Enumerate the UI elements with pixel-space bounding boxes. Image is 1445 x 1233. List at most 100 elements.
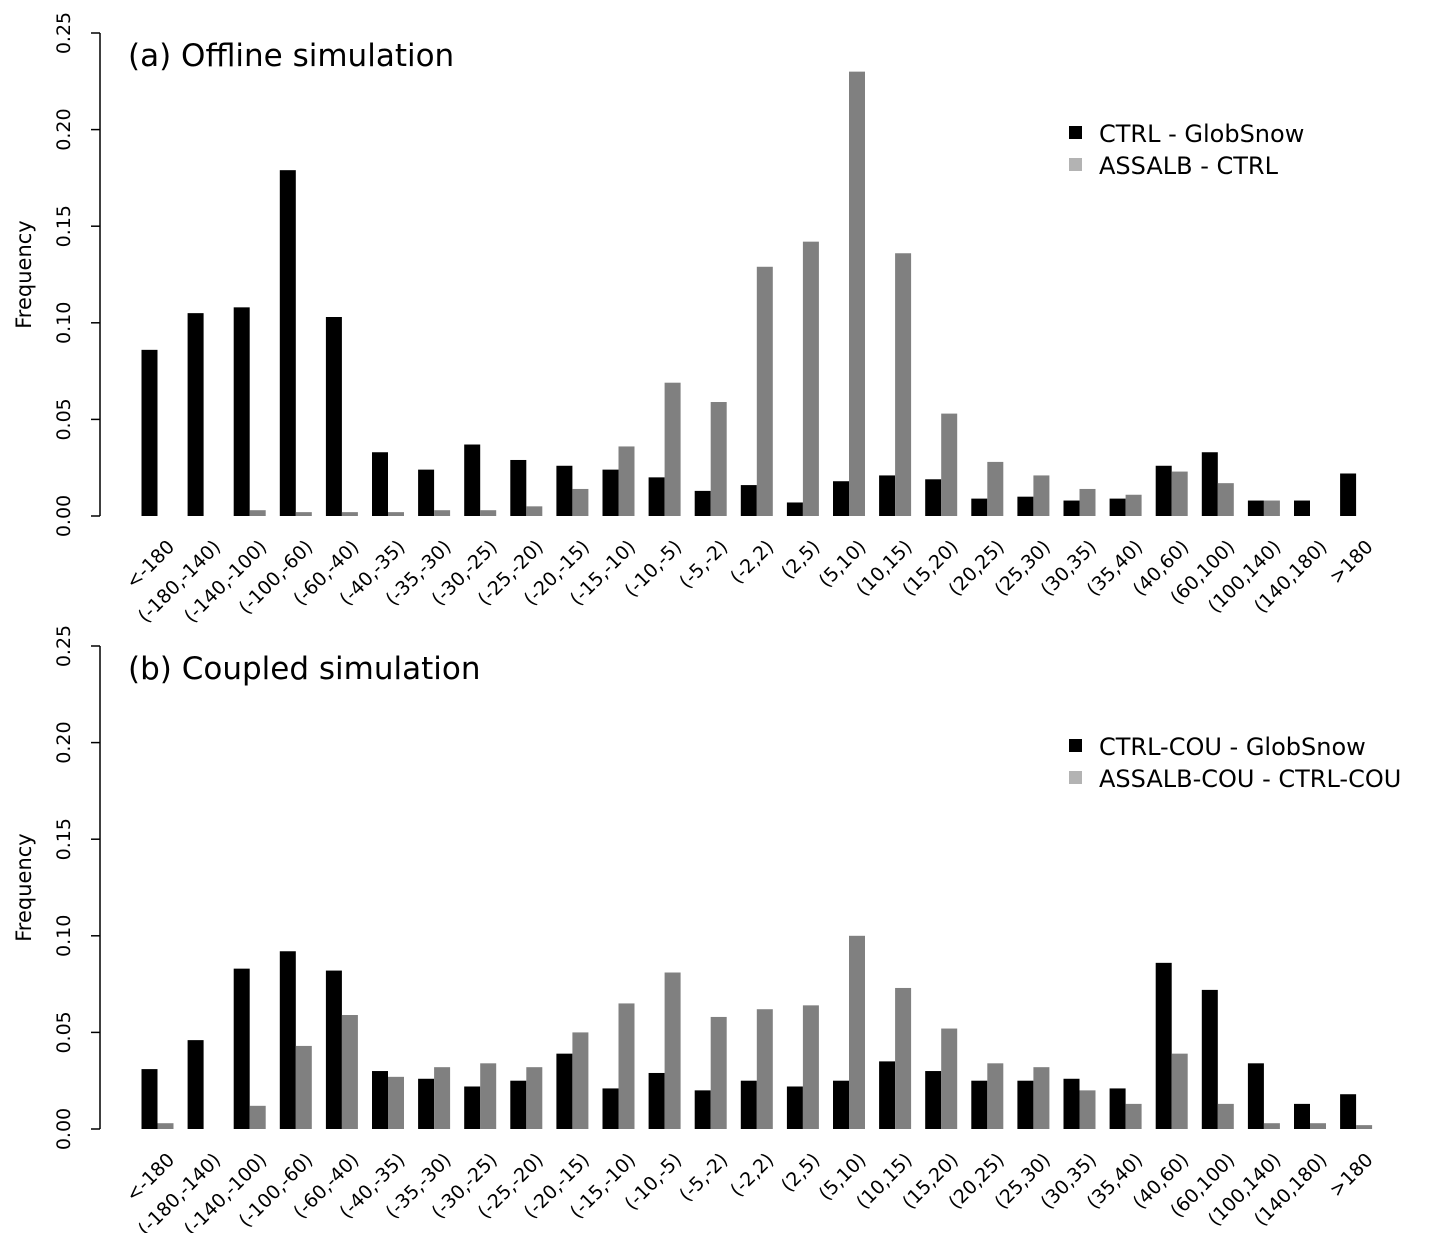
bar-series-1 bbox=[925, 479, 942, 516]
y-tick-label: 0.05 bbox=[53, 1011, 75, 1053]
y-tick-label: 0.00 bbox=[53, 1108, 75, 1150]
bar-series-1 bbox=[556, 465, 573, 516]
bar-series-2 bbox=[1217, 1103, 1234, 1129]
bar-series-2 bbox=[895, 253, 912, 517]
bar-series-2 bbox=[618, 1003, 635, 1129]
bar-series-1 bbox=[971, 498, 988, 516]
bar-series-2 bbox=[941, 413, 958, 516]
bar-series-1 bbox=[833, 1080, 849, 1129]
x-tick-label: (-2,2) bbox=[726, 536, 778, 588]
bar-series-1 bbox=[464, 444, 481, 516]
bar-series-2 bbox=[1171, 1053, 1188, 1129]
bar-series-1 bbox=[1017, 496, 1034, 516]
y-axis-label: Frequency bbox=[12, 220, 36, 329]
bar-series-1 bbox=[141, 349, 158, 516]
bar-series-2 bbox=[526, 1067, 543, 1129]
bar-series-1 bbox=[1340, 1094, 1357, 1129]
bar-series-1 bbox=[1294, 1103, 1310, 1129]
bar-series-2 bbox=[341, 1015, 358, 1129]
legend-swatch bbox=[1069, 126, 1082, 139]
y-tick-label: 0.15 bbox=[53, 205, 75, 247]
legend-swatch bbox=[1069, 739, 1082, 752]
bar-series-2 bbox=[295, 512, 312, 516]
bar-series-2 bbox=[618, 446, 635, 516]
bar-series-1 bbox=[1109, 1088, 1126, 1129]
bar-series-1 bbox=[648, 1072, 665, 1129]
bar-series-1 bbox=[648, 477, 665, 516]
bar-series-2 bbox=[1079, 1090, 1096, 1129]
bar-series-1 bbox=[1017, 1080, 1034, 1129]
bar-series-2 bbox=[1079, 488, 1096, 516]
bar-series-2 bbox=[434, 510, 451, 516]
x-tick-label: >180 bbox=[1325, 1149, 1377, 1201]
bar-series-2 bbox=[249, 510, 266, 516]
bar-series-1 bbox=[786, 1086, 803, 1129]
bar-series-2 bbox=[895, 987, 912, 1129]
panel-b-coupled-simulation: 0.00 0.05 0.10 0.15 0.20 0.25 Frequency (b) Cou… bbox=[12, 625, 1401, 1233]
bar-series-2 bbox=[480, 1063, 497, 1129]
bar-series-1 bbox=[1155, 962, 1172, 1129]
bar-series-2 bbox=[1033, 475, 1050, 516]
bar-series-2 bbox=[802, 1005, 819, 1129]
bar-series-2 bbox=[849, 935, 865, 1129]
chart-title: (a) Offline simulation bbox=[128, 38, 454, 74]
bar-series-2 bbox=[1217, 483, 1234, 516]
bar-series-1 bbox=[694, 1090, 711, 1129]
y-tick-label: 0.25 bbox=[53, 12, 75, 54]
bar-series-1 bbox=[1155, 465, 1172, 516]
bar-series-1 bbox=[279, 170, 296, 516]
bar-series-1 bbox=[602, 1088, 619, 1129]
bar-series-1 bbox=[1294, 500, 1310, 516]
bar-series-1 bbox=[786, 502, 803, 516]
bar-series-2 bbox=[480, 510, 497, 516]
bar-series-2 bbox=[1310, 1123, 1326, 1129]
bar-series-2 bbox=[849, 71, 865, 516]
bar-series-1 bbox=[464, 1086, 481, 1129]
bar-series-2 bbox=[434, 1067, 451, 1129]
bar-series-2 bbox=[710, 402, 727, 516]
bar-series-2 bbox=[249, 1105, 266, 1129]
bar-series-1 bbox=[279, 951, 296, 1129]
bar-series-2 bbox=[987, 461, 1004, 516]
legend-label: CTRL-COU - GlobSnow bbox=[1099, 733, 1366, 761]
legend-swatch bbox=[1069, 771, 1082, 784]
bar-series-2 bbox=[1125, 1103, 1142, 1129]
bar-series-2 bbox=[802, 241, 819, 516]
x-tick-label: >180 bbox=[1325, 536, 1377, 588]
bar-series-2 bbox=[572, 488, 589, 516]
bar-series-2 bbox=[664, 382, 681, 516]
bar-series-2 bbox=[987, 1063, 1004, 1129]
y-axis-label: Frequency bbox=[12, 833, 36, 942]
legend-label: ASSALB - CTRL bbox=[1099, 152, 1279, 180]
bar-series-1 bbox=[925, 1071, 942, 1129]
y-tick-label: 0.20 bbox=[53, 108, 75, 150]
bar-series-1 bbox=[510, 459, 527, 516]
bar-series-1 bbox=[510, 1080, 527, 1129]
bar-series-1 bbox=[325, 317, 342, 516]
bar-series-1 bbox=[1201, 452, 1218, 516]
bar-series-1 bbox=[1201, 989, 1218, 1129]
bar-series-1 bbox=[1109, 498, 1126, 516]
legend-swatch bbox=[1069, 158, 1082, 171]
y-tick-label: 0.20 bbox=[53, 721, 75, 763]
y-tick-label: 0.05 bbox=[53, 398, 75, 440]
legend-label: ASSALB-COU - CTRL-COU bbox=[1099, 765, 1401, 793]
x-tick-label: (-2,2) bbox=[726, 1149, 778, 1201]
bar-series-1 bbox=[602, 469, 619, 516]
bar-series-2 bbox=[1171, 471, 1188, 516]
bar-series-2 bbox=[388, 1076, 404, 1129]
bar-series-2 bbox=[295, 1045, 312, 1129]
bar-series-1 bbox=[879, 1061, 896, 1129]
bar-series-1 bbox=[556, 1053, 573, 1129]
bar-series-1 bbox=[1247, 500, 1264, 516]
y-tick-label: 0.10 bbox=[53, 302, 75, 344]
bar-series-1 bbox=[187, 313, 204, 516]
bar-series-1 bbox=[879, 475, 896, 516]
y-tick-label: 0.15 bbox=[53, 818, 75, 860]
bar-series-2 bbox=[1125, 494, 1142, 516]
bar-series-1 bbox=[418, 1078, 435, 1129]
bar-series-1 bbox=[1247, 1063, 1264, 1129]
bar-series-1 bbox=[141, 1069, 158, 1129]
bar-series-1 bbox=[372, 452, 388, 516]
